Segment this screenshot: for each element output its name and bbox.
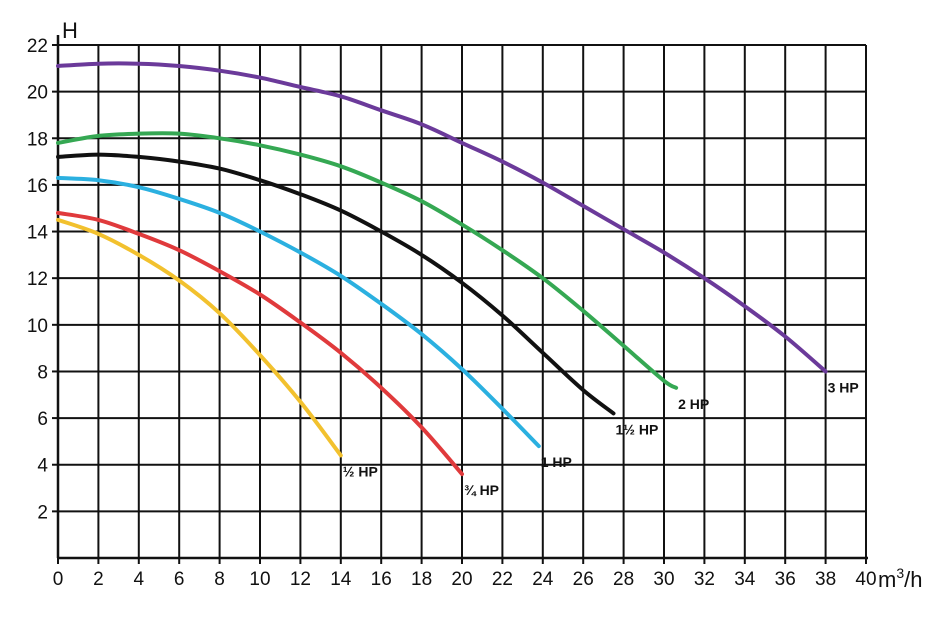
y-tick-label-18: 18: [27, 129, 48, 150]
y-tick-label-14: 14: [27, 223, 49, 244]
x-tick-label-10: 10: [249, 569, 270, 590]
series-5-curve: [56, 131, 679, 390]
y-tick-label-20: 20: [27, 83, 48, 104]
series-3-label: 1 HP: [541, 454, 572, 470]
y-tick-label-2: 2: [37, 502, 48, 523]
y-tick-label-4: 4: [37, 456, 48, 477]
x-tick-label-34: 34: [734, 569, 756, 590]
series-4-curve: [56, 152, 616, 416]
x-tick-label-36: 36: [775, 569, 796, 590]
series-2-label: ¾ HP: [464, 482, 499, 498]
y-axis-title: H: [62, 18, 78, 43]
x-tick-label-18: 18: [411, 569, 432, 590]
x-tick-label-22: 22: [492, 569, 513, 590]
x-tick-label-40: 40: [855, 569, 876, 590]
x-axis-title-suffix: /h: [904, 567, 922, 592]
x-tick-label-30: 30: [653, 569, 674, 590]
y-tick-label-12: 12: [27, 269, 48, 290]
axes: 0 2 4 6 8 10 12 14 16 18 20 22 24 26 28 30 32 34 36 38 40246…: [27, 35, 877, 590]
x-axis-title-prefix: m: [878, 567, 896, 592]
y-tick-label-16: 16: [27, 176, 48, 197]
series-3-curve: [56, 175, 541, 449]
grid: [58, 44, 867, 558]
x-tick-label-26: 26: [573, 569, 594, 590]
x-tick-label-20: 20: [451, 569, 472, 590]
series-6-label: 3 HP: [828, 379, 859, 395]
x-tick-label-12: 12: [290, 569, 311, 590]
series-curves: [56, 61, 828, 477]
x-tick-label-32: 32: [694, 569, 715, 590]
x-tick-label-28: 28: [613, 569, 634, 590]
x-tick-label-24: 24: [532, 569, 554, 590]
x-tick-label-14: 14: [330, 569, 352, 590]
x-tick-label-4: 4: [134, 569, 145, 590]
x-tick-label-38: 38: [815, 569, 836, 590]
series-1-label: ½ HP: [343, 463, 378, 479]
series-1-curve: [56, 217, 343, 458]
y-tick-label-6: 6: [37, 409, 48, 430]
y-tick-label-10: 10: [27, 316, 48, 337]
series-6-curve: [56, 61, 828, 374]
series-5-label: 2 HP: [678, 396, 709, 412]
x-axis-title: m3/h: [878, 565, 922, 592]
x-axis-title-superscript: 3: [896, 565, 904, 581]
y-tick-label-8: 8: [37, 362, 48, 383]
series-labels: ½ HP ¾ HP 1 HP 1½ HP 2 HP 3 HP: [343, 379, 859, 498]
y-tick-label-22: 22: [27, 36, 48, 57]
series-4-label: 1½ HP: [616, 421, 659, 437]
series-2-curve: [56, 210, 464, 477]
x-tick-label-6: 6: [174, 569, 185, 590]
x-tick-label-2: 2: [93, 569, 104, 590]
x-tick-label-16: 16: [371, 569, 392, 590]
x-tick-label-8: 8: [214, 569, 225, 590]
x-tick-label-0: 0: [53, 569, 64, 590]
